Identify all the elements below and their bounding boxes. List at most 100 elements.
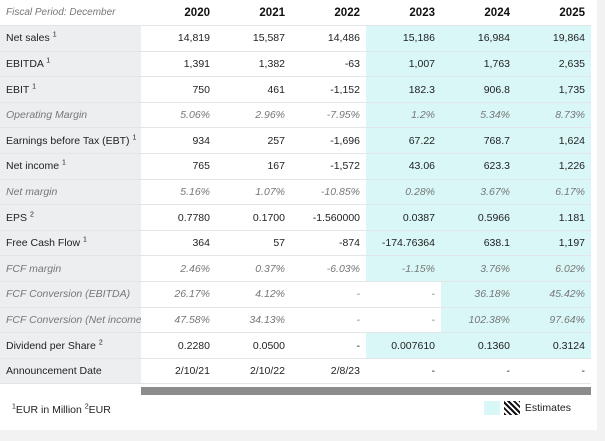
table-cell: 364	[141, 230, 216, 257]
year-header: 2021	[216, 0, 291, 27]
footnote-marker: 1	[32, 83, 36, 91]
table-cell: 182.3	[366, 76, 441, 103]
row-label-text: Operating Margin	[6, 109, 88, 122]
table-cell: 167	[216, 153, 291, 180]
row-label-text: EBITDA	[6, 57, 44, 70]
table-cell: 5.34%	[441, 102, 516, 129]
table-cell: 2/10/22	[216, 358, 291, 385]
estimates-legend: Estimates	[483, 401, 571, 415]
table-cell: 2.96%	[216, 102, 291, 129]
table-cell: 1,735	[516, 76, 591, 103]
financials-table: Fiscal Period: December 2020 2021 2022 2…	[0, 0, 591, 385]
table-cell: 47.58%	[141, 307, 216, 334]
row-label: Net margin	[0, 179, 141, 206]
table-cell: -7.95%	[291, 102, 366, 129]
table-cell: 638.1	[441, 230, 516, 257]
table-row: Net sales 1 14,819 15,587 14,486 15,186 16,98…	[0, 25, 591, 52]
table-cell: 1,226	[516, 153, 591, 180]
table-cell: 67.22	[366, 127, 441, 155]
row-label: Net income 1	[0, 153, 141, 180]
table-row: Net margin 5.16% 1.07% -10.85% 0.28% 3.67% 6.1…	[0, 179, 591, 206]
table-body: Net sales 1 14,819 15,587 14,486 15,186 16,98…	[0, 25, 591, 385]
table-cell: 43.06	[366, 153, 441, 180]
row-label-text: Net margin	[6, 185, 58, 198]
estimate-swatch	[483, 401, 500, 415]
row-label-text: Net income	[6, 160, 60, 173]
table-cell: 0.0387	[366, 204, 441, 231]
table-cell: 0.1700	[216, 204, 291, 231]
row-label-text: EBIT	[6, 83, 30, 96]
table-row: FCF Conversion (EBITDA) 26.17% 4.12% - -36.1…	[0, 281, 591, 308]
table-cell: 102.38%	[441, 307, 516, 334]
row-label: EPS 2	[0, 204, 141, 231]
hatch-pattern-icon	[503, 401, 520, 415]
table-cell: 0.5966	[441, 204, 516, 231]
table-cell: 14,819	[141, 25, 216, 52]
table-cell: 6.17%	[516, 179, 591, 206]
table-cell: -874	[291, 230, 366, 257]
footnote-marker: 1	[83, 236, 87, 244]
footnote-marker: 1	[52, 31, 57, 39]
table-cell: -63	[291, 51, 366, 78]
table-cell: 14,486	[291, 25, 366, 52]
row-label: Net sales 1	[0, 25, 141, 52]
table-cell: 1,391	[141, 51, 216, 78]
table-cell: 8.73%	[516, 102, 591, 129]
year-header: 2022	[291, 0, 366, 27]
table-cell: 6.02%	[516, 255, 591, 283]
table-cell: 15,186	[366, 25, 441, 52]
footnote-marker: 2	[29, 211, 34, 219]
table-cell: -1.560000	[291, 204, 366, 231]
horizontal-scrollbar[interactable]	[141, 387, 591, 395]
row-label-text: Net sales	[6, 32, 50, 45]
row-label-text: FCF margin	[6, 262, 62, 275]
table-cell: 1,763	[441, 51, 516, 78]
table-cell: 1.07%	[216, 179, 291, 206]
row-label: EBIT 1	[0, 76, 141, 103]
row-label-text: Free Cash Flow	[6, 237, 81, 250]
table-cell: -	[291, 307, 366, 334]
row-label-text: FCF Conversion (EBITDA)	[6, 288, 131, 301]
table-cell: -10.85%	[291, 179, 366, 206]
footnote-marker: 2	[98, 339, 103, 347]
table-cell: 5.16%	[141, 179, 216, 206]
table-cell: -	[291, 281, 366, 308]
table-cell: 3.76%	[441, 255, 516, 283]
table-cell: -	[441, 358, 516, 385]
table-cell: -	[516, 358, 591, 385]
row-label: FCF Conversion (EBITDA)	[0, 281, 141, 308]
row-label: Announcement Date	[0, 358, 141, 385]
table-cell: 0.3124	[516, 332, 591, 359]
table-row: Earnings before Tax (EBT) 1 934 257 -1,696 6…	[0, 127, 591, 155]
table-cell: 765	[141, 153, 216, 180]
table-cell: -1,696	[291, 127, 366, 155]
table-cell: -	[366, 358, 441, 385]
table-cell: 906.8	[441, 76, 516, 103]
table-cell: -6.03%	[291, 255, 366, 283]
table-cell: 3.67%	[441, 179, 516, 206]
table-cell: 1.181	[516, 204, 591, 231]
table-cell: 36.18%	[441, 281, 516, 308]
table-row: EBITDA 1 1,391 1,382 -63 1,007 1,763 2,635	[0, 51, 591, 78]
table-cell: -1,152	[291, 76, 366, 103]
table-cell: 0.0500	[216, 332, 291, 359]
row-label: Earnings before Tax (EBT) 1	[0, 127, 141, 155]
year-header: 2025	[516, 0, 591, 27]
row-label: EBITDA 1	[0, 51, 141, 78]
table-row: Announcement Date 2/10/21 2/10/22 2/8/23- - -	[0, 358, 591, 385]
row-label-text: Earnings before Tax (EBT)	[6, 134, 130, 147]
table-row: Net income 1 765 167 -1,572 43.06 623.3 1,226	[0, 153, 591, 180]
table-row: FCF margin 2.46% 0.37% -6.03% -1.15% 3.76% 6.0…	[0, 255, 591, 283]
table-row: Dividend per Share 2 0.2280 0.0500-0.00761…	[0, 332, 591, 359]
row-label: Free Cash Flow 1	[0, 230, 141, 257]
table-cell: 1,007	[366, 51, 441, 78]
footnote-text-1: EUR in Million	[15, 404, 85, 416]
row-label: FCF margin	[0, 255, 141, 283]
table-cell: 2/10/21	[141, 358, 216, 385]
table-cell: 1,624	[516, 127, 591, 155]
table-cell: 0.7780	[141, 204, 216, 231]
estimates-label: Estimates	[524, 402, 571, 414]
table-cell: 4.12%	[216, 281, 291, 308]
row-label-text: Dividend per Share	[6, 339, 96, 352]
table-cell: 34.13%	[216, 307, 291, 334]
